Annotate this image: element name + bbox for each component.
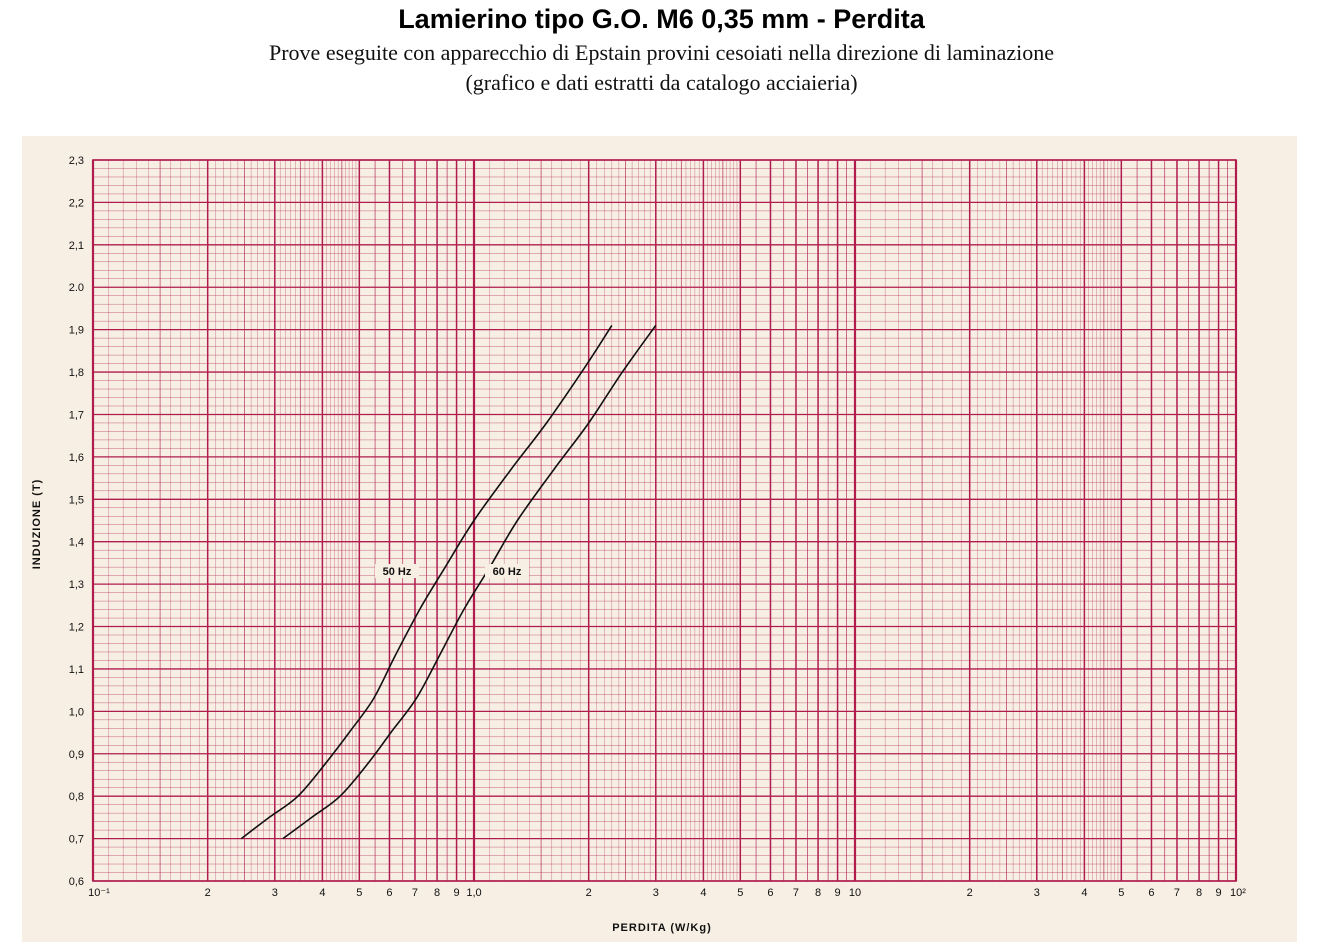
y-tick-label: 2.0 [69,282,84,294]
y-tick-label: 1,3 [69,579,84,591]
x-tick-label: 3 [1034,887,1040,899]
x-axis-label: PERDITA (W/Kg) [612,922,712,934]
y-tick-label: 2,3 [69,155,84,167]
x-tick-label: 3 [653,887,659,899]
series-line-50-hz [240,324,613,840]
y-tick-label: 1,5 [69,494,84,506]
x-tick-label: 4 [319,887,325,899]
x-tick-label: 4 [1081,887,1087,899]
series-label-50-hz: 50 Hz [383,566,412,578]
plot-area [93,160,1236,881]
x-tick-label: 8 [815,887,821,899]
x-tick-label: 5 [737,887,743,899]
x-tick-label: 9 [835,887,841,899]
y-tick-label: 2,1 [69,240,84,252]
y-tick-label: 1,8 [69,367,84,379]
y-tick-labels: 0,6 0,7 0,8 0,9 1,0 1,1 1,2 1,3 1,4 1,5 1,6 1,7 1,8 1… [69,155,84,888]
y-axis-label: INDUZIONE (T) [31,479,43,570]
y-tick-label: 0,9 [69,749,84,761]
y-tick-label: 1,9 [69,325,84,337]
page-subtitle-line-1: Prove eseguite con apparecchio di Epstai… [269,40,1054,65]
x-tick-label: 8 [1196,887,1202,899]
x-tick-label: 6 [386,887,392,899]
y-tick-label: 0,7 [69,834,84,846]
series-label-background [375,564,419,578]
x-tick-label: 10² [1230,887,1246,899]
x-tick-label: 5 [356,887,362,899]
y-tick-label: 1,2 [69,622,84,634]
x-tick-label: 6 [1148,887,1154,899]
x-tick-label: 7 [1174,887,1180,899]
x-tick-label: 6 [767,887,773,899]
x-tick-label: 1,0 [466,887,481,899]
x-tick-labels: 10⁻¹ 2 3 4 5 6 7 8 9 1,0 2 3 4 5 6 7 8 9 10 2 3 4 5 6 7 8 9 10² [88,887,1246,899]
y-tick-label: 2,2 [69,197,84,209]
page-title: Lamierino tipo G.O. M6 0,35 mm - Perdita [398,4,925,34]
x-tick-label: 5 [1118,887,1124,899]
y-tick-label: 0,6 [69,876,84,888]
x-tick-label: 2 [586,887,592,899]
series-label-60-hz: 60 Hz [493,566,522,578]
y-tick-label: 1,0 [69,706,84,718]
y-tick-label: 0,8 [69,791,84,803]
y-tick-label: 1,7 [69,409,84,421]
x-tick-label: 3 [272,887,278,899]
x-tick-label: 8 [434,887,440,899]
x-tick-label: 10⁻¹ [88,887,110,899]
x-tick-label: 9 [1216,887,1222,899]
series-lines: 50 Hz 60 Hz [240,324,657,840]
x-tick-label: 2 [967,887,973,899]
x-tick-label: 4 [700,887,706,899]
y-tick-label: 1,1 [69,664,84,676]
page-subtitle-line-2: (grafico e dati estratti da catalogo acc… [465,70,858,95]
chart-grid [91,159,1238,882]
plot-border [92,159,1237,882]
y-tick-label: 1,6 [69,452,84,464]
x-tick-label: 9 [454,887,460,899]
series-label-background [485,564,529,578]
x-tick-label: 7 [412,887,418,899]
x-tick-label: 10 [849,887,861,899]
x-tick-label: 7 [793,887,799,899]
x-tick-label: 2 [205,887,211,899]
y-tick-label: 1,4 [69,537,84,549]
series-line-60-hz [282,324,657,840]
